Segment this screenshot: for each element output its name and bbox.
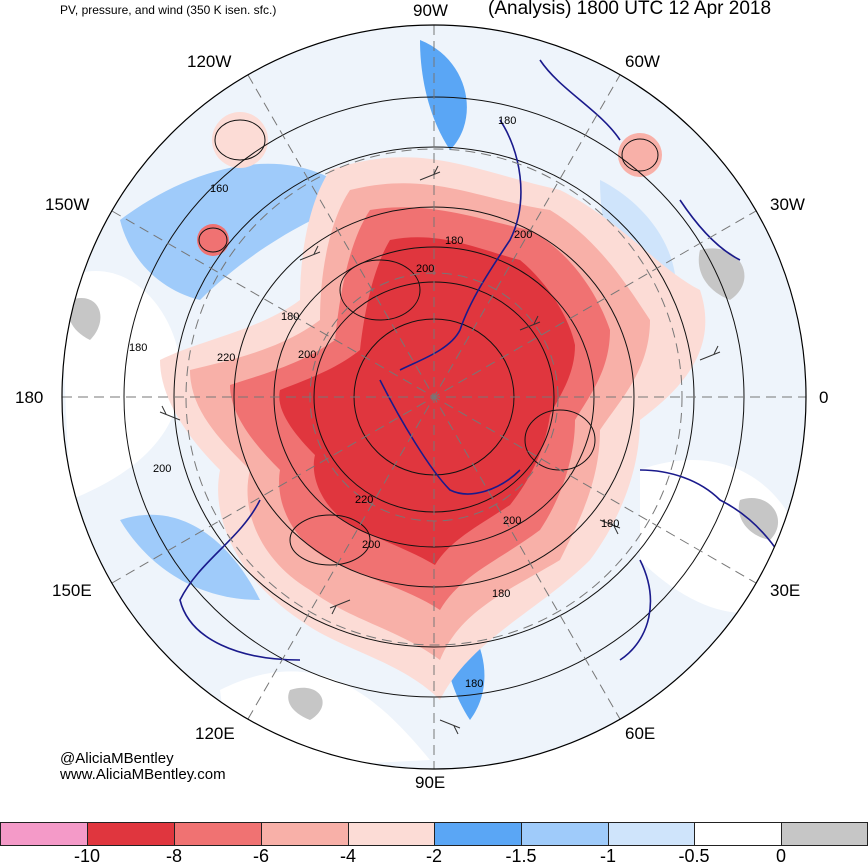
pv-vortex-60w (618, 133, 662, 177)
colorbar-bin (261, 822, 349, 846)
contour-label: 180 (498, 115, 516, 127)
contour-label: 180 (445, 235, 463, 247)
pv-vortex-150w (197, 224, 229, 256)
map-disc-border (61, 24, 807, 770)
lon-label-60e: 60E (625, 724, 656, 743)
colorbar-bin (694, 822, 782, 846)
lon-label-0: 0 (819, 388, 829, 407)
colorbar-tick-label: -2 (425, 846, 443, 866)
colorbar-tick-label: 0 (775, 846, 787, 866)
contour-labels: 180 160 180 200 200 180 180 220 200 200 … (129, 115, 619, 690)
polar-map: 180 160 180 200 200 180 180 220 200 200 … (61, 24, 807, 770)
lon-label-90e: 90E (415, 773, 446, 792)
colorbar-tick-label: -10 (73, 846, 101, 866)
contour-label: 180 (129, 342, 147, 354)
colorbar-bin (521, 822, 609, 846)
pv-grey-patch-1 (68, 298, 101, 340)
colorbar-bin (348, 822, 436, 846)
contour-label: 200 (362, 539, 380, 551)
contour-label: 160 (210, 183, 228, 195)
colorbar-tick-label: -1.5 (505, 846, 537, 866)
contour-label: 200 (298, 349, 316, 361)
pv-grey-patch-2 (738, 498, 779, 540)
map-title: PV, pressure, and wind (350 K isen. sfc.… (60, 3, 277, 17)
author-website: www.AliciaMBentley.com (60, 766, 226, 783)
pv-blue-band-southwest (120, 514, 260, 600)
contour-label: 220 (217, 352, 235, 364)
pv-vortex-120w (212, 112, 268, 168)
colorbar-tick-label: -6 (252, 846, 270, 866)
contour-label: 200 (514, 229, 532, 241)
lon-label-120e: 120E (195, 724, 235, 743)
colorbar-bin (781, 822, 868, 846)
lon-label-90w: 90W (413, 1, 448, 20)
lon-label-150w: 150W (45, 195, 90, 214)
contour-label: 220 (355, 494, 373, 506)
colorbar-bin (87, 822, 175, 846)
author-handle: @AliciaMBentley (60, 750, 174, 767)
pv-blue-band-north (420, 40, 467, 150)
pv-grey-patch-3 (288, 687, 323, 720)
contour-label: 180 (465, 678, 483, 690)
valid-time-title: (Analysis) 1800 UTC 12 Apr 2018 (488, 0, 772, 19)
colorbar-tick-label: -8 (165, 846, 183, 866)
colorbar-bin (0, 822, 88, 846)
lon-label-150e: 150E (52, 581, 92, 600)
contour-label: 200 (153, 463, 171, 475)
pv-strong-red-core (279, 237, 575, 565)
lon-label-120w: 120W (187, 52, 232, 71)
graticule (62, 25, 806, 769)
colorbar-bin (608, 822, 696, 846)
pv-blue-band-west (120, 163, 360, 300)
contour-label: 200 (416, 263, 434, 275)
lon-label-60w: 60W (625, 52, 660, 71)
colorbar-tick-label: -4 (339, 846, 357, 866)
colorbar-bin (434, 822, 522, 846)
contour-label: 180 (492, 588, 510, 600)
lon-label-180: 180 (15, 388, 44, 407)
contour-label: 180 (601, 518, 619, 530)
colorbar-bin (174, 822, 262, 846)
contour-label: 180 (281, 311, 299, 323)
contour-label: 200 (503, 515, 521, 527)
wind-barbs (159, 165, 721, 735)
coastlines (179, 59, 801, 661)
lon-label-30w: 30W (770, 195, 805, 214)
lon-label-30e: 30E (770, 581, 801, 600)
colorbar-tick-label: -1 (599, 846, 617, 866)
colorbar-tick-label: -0.5 (678, 846, 710, 866)
